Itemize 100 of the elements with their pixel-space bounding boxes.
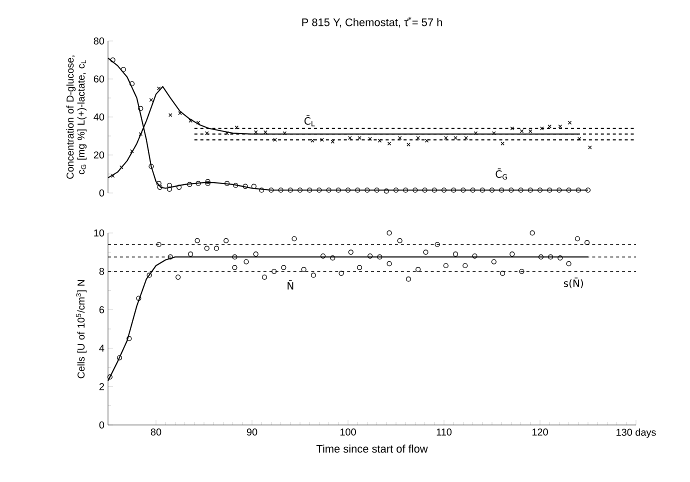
- point: [451, 188, 456, 193]
- point: [301, 266, 306, 272]
- point: [272, 268, 277, 274]
- point: [432, 188, 437, 193]
- point: [136, 296, 142, 301]
- point: [500, 270, 506, 276]
- point: [316, 188, 322, 193]
- point: [204, 246, 210, 251]
- point: [588, 145, 592, 150]
- point: [423, 250, 428, 255]
- point: [166, 182, 172, 188]
- point: [242, 184, 248, 189]
- point: [491, 259, 496, 264]
- point: [188, 252, 194, 257]
- point: [310, 272, 316, 278]
- point: [470, 188, 476, 193]
- point: [558, 255, 563, 260]
- point: [386, 230, 392, 236]
- point: [157, 184, 162, 190]
- point: [259, 188, 264, 193]
- point: [233, 182, 238, 188]
- point: [568, 120, 572, 125]
- point: [530, 230, 535, 236]
- point: [452, 252, 458, 257]
- point: [566, 188, 572, 193]
- point: [424, 138, 429, 143]
- point: [156, 180, 162, 186]
- point: [278, 188, 284, 193]
- point: [462, 263, 468, 268]
- annotation: s(N̄): [564, 278, 583, 288]
- point: [232, 254, 238, 260]
- point: [120, 66, 126, 72]
- point: [499, 188, 504, 193]
- point: [548, 254, 554, 260]
- point: [166, 186, 172, 192]
- point: [156, 86, 161, 90]
- point: [196, 120, 200, 125]
- point: [110, 57, 116, 63]
- point: [168, 113, 172, 117]
- point: [116, 355, 122, 360]
- annotation: C̄$_{G}$: [496, 168, 507, 180]
- point: [336, 188, 341, 193]
- point: [176, 184, 182, 190]
- point: [253, 252, 258, 257]
- x-tick-label: 130 days: [616, 428, 656, 438]
- point: [584, 240, 590, 246]
- point: [338, 270, 344, 276]
- y-tick-label: 6: [99, 306, 104, 314]
- point: [330, 140, 335, 144]
- point: [547, 188, 552, 193]
- point: [574, 236, 580, 242]
- point: [518, 188, 524, 193]
- x-axis-title: Time since start of flow: [316, 444, 428, 453]
- point: [214, 246, 220, 251]
- point: [474, 131, 478, 136]
- y-tick-label: 0: [99, 189, 104, 197]
- point: [307, 188, 312, 193]
- point: [364, 188, 370, 193]
- point: [355, 188, 360, 193]
- point: [204, 131, 209, 136]
- point: [146, 272, 152, 278]
- point: [168, 254, 173, 260]
- point: [345, 188, 351, 193]
- point: [416, 266, 421, 272]
- point: [519, 268, 524, 274]
- point: [232, 264, 238, 270]
- point: [566, 261, 572, 266]
- point: [454, 136, 458, 140]
- point: [540, 126, 544, 130]
- point: [397, 238, 402, 244]
- point: [176, 274, 181, 280]
- point: [320, 253, 326, 259]
- point: [368, 253, 373, 259]
- point: [224, 238, 229, 244]
- point: [441, 188, 447, 193]
- annotation: C̄$_{L}$: [304, 115, 315, 126]
- point: [126, 336, 132, 342]
- point: [251, 184, 256, 189]
- point: [412, 188, 418, 193]
- point: [377, 254, 382, 260]
- annotation: N̄: [288, 280, 294, 290]
- point: [386, 261, 392, 266]
- point: [510, 252, 515, 257]
- point: [297, 188, 303, 193]
- point: [149, 98, 154, 102]
- point: [194, 238, 200, 244]
- point: [480, 188, 485, 193]
- point: [262, 274, 268, 280]
- point: [538, 254, 544, 260]
- y-tick-label: 4: [99, 344, 104, 352]
- point: [281, 264, 286, 270]
- point: [138, 106, 144, 111]
- x-tick-label: 110: [436, 428, 452, 436]
- point: [406, 276, 412, 282]
- point: [500, 142, 504, 146]
- point: [205, 179, 210, 184]
- y-tick-label: 80: [94, 37, 104, 45]
- point: [492, 131, 496, 136]
- point: [348, 136, 352, 140]
- point: [528, 188, 533, 193]
